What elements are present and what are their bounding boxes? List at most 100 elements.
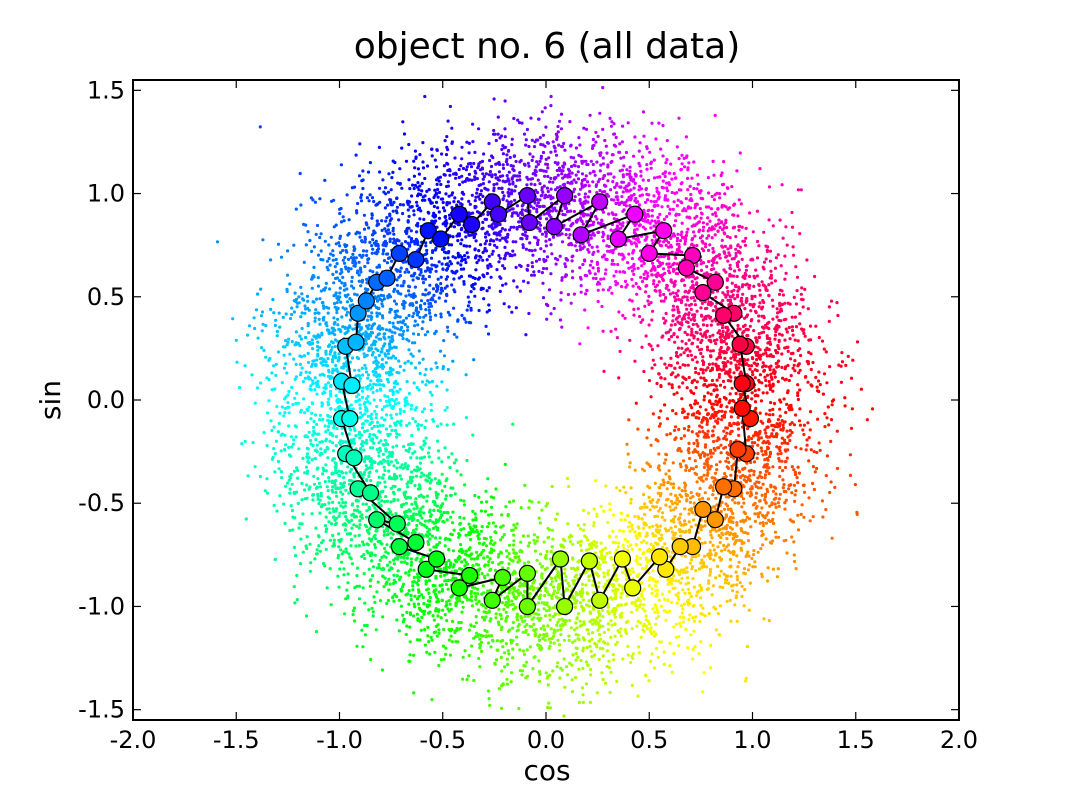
cloud-point bbox=[616, 545, 621, 549]
cloud-point bbox=[399, 560, 404, 564]
cloud-point bbox=[706, 497, 711, 501]
cloud-point bbox=[563, 622, 567, 627]
cloud-point bbox=[467, 172, 471, 176]
cloud-point bbox=[638, 164, 642, 168]
cloud-point bbox=[473, 493, 477, 498]
cloud-point bbox=[533, 541, 537, 546]
cloud-point bbox=[478, 637, 482, 641]
cloud-point bbox=[733, 540, 738, 545]
cloud-point bbox=[485, 611, 489, 615]
cloud-point bbox=[649, 395, 653, 399]
cloud-point bbox=[730, 281, 734, 285]
cloud-point bbox=[641, 526, 646, 530]
cloud-point bbox=[618, 185, 622, 189]
cloud-point bbox=[324, 363, 328, 367]
cloud-point bbox=[415, 506, 419, 510]
cloud-point bbox=[517, 622, 521, 627]
cloud-point bbox=[613, 185, 617, 189]
cloud-point bbox=[574, 146, 579, 150]
cloud-point bbox=[542, 226, 547, 230]
cloud-point bbox=[340, 482, 344, 486]
cloud-point bbox=[294, 554, 298, 558]
cloud-point bbox=[611, 583, 616, 587]
cloud-point bbox=[412, 209, 416, 213]
cloud-point bbox=[654, 604, 658, 608]
cloud-point bbox=[674, 375, 678, 379]
cloud-point bbox=[419, 270, 423, 274]
cloud-point bbox=[463, 649, 467, 653]
cloud-point bbox=[566, 175, 570, 179]
cloud-point bbox=[378, 424, 382, 428]
cloud-point bbox=[343, 255, 347, 260]
cloud-point bbox=[663, 362, 667, 366]
cloud-point bbox=[396, 461, 400, 465]
cloud-point bbox=[334, 468, 338, 473]
cloud-point bbox=[480, 615, 485, 619]
cloud-point bbox=[451, 549, 455, 553]
cloud-point bbox=[699, 332, 703, 336]
cloud-point bbox=[615, 679, 619, 684]
cloud-point bbox=[416, 181, 420, 185]
cloud-point bbox=[734, 352, 738, 356]
cloud-point bbox=[413, 285, 417, 289]
cloud-point bbox=[386, 598, 390, 603]
cloud-point bbox=[444, 497, 448, 501]
cloud-point bbox=[750, 556, 754, 561]
cloud-point bbox=[700, 301, 705, 305]
cloud-point bbox=[589, 159, 593, 163]
cloud-point bbox=[662, 267, 666, 271]
cloud-point bbox=[487, 180, 491, 184]
cloud-point bbox=[679, 534, 683, 538]
cloud-point bbox=[318, 322, 322, 326]
cloud-point bbox=[695, 401, 700, 405]
cloud-point bbox=[478, 665, 482, 669]
cloud-point bbox=[581, 598, 586, 602]
cloud-point bbox=[494, 138, 498, 143]
cloud-point bbox=[695, 472, 699, 476]
cloud-point bbox=[363, 556, 367, 561]
cloud-point bbox=[670, 600, 674, 605]
cloud-point bbox=[255, 386, 260, 390]
cloud-point bbox=[426, 587, 430, 591]
cloud-point bbox=[760, 529, 764, 533]
cloud-point bbox=[582, 622, 586, 626]
cloud-point bbox=[667, 245, 671, 249]
cloud-point bbox=[367, 226, 371, 230]
cloud-point bbox=[621, 657, 625, 661]
cloud-point bbox=[395, 432, 399, 436]
cloud-point bbox=[382, 332, 386, 336]
cloud-point bbox=[617, 150, 622, 154]
cloud-point bbox=[347, 532, 352, 536]
cloud-point bbox=[471, 564, 475, 568]
cloud-point bbox=[487, 286, 491, 290]
cloud-point bbox=[432, 508, 436, 512]
cloud-point bbox=[401, 337, 405, 341]
cloud-point bbox=[767, 441, 771, 446]
cloud-point bbox=[564, 227, 569, 232]
cloud-point bbox=[438, 349, 443, 353]
cloud-point bbox=[339, 443, 343, 447]
cloud-point bbox=[335, 317, 340, 321]
cloud-point bbox=[499, 186, 504, 191]
cloud-point bbox=[499, 538, 503, 542]
cloud-point bbox=[511, 626, 515, 630]
cloud-point bbox=[428, 595, 432, 600]
cloud-point bbox=[604, 582, 608, 586]
cloud-point bbox=[368, 193, 372, 197]
cloud-point bbox=[521, 534, 526, 538]
cloud-point bbox=[711, 493, 715, 497]
cloud-point bbox=[647, 679, 651, 683]
cloud-point bbox=[577, 192, 581, 196]
cloud-point bbox=[610, 291, 614, 295]
cloud-point bbox=[701, 318, 705, 322]
cloud-point bbox=[489, 539, 494, 543]
cloud-point bbox=[771, 489, 776, 493]
cloud-point bbox=[702, 465, 707, 469]
cloud-point bbox=[301, 380, 305, 384]
cloud-point bbox=[550, 252, 554, 256]
cloud-point bbox=[361, 422, 365, 426]
cloud-point bbox=[424, 582, 428, 586]
cloud-point bbox=[395, 283, 399, 287]
cloud-point bbox=[526, 263, 530, 268]
cloud-point bbox=[405, 624, 409, 628]
